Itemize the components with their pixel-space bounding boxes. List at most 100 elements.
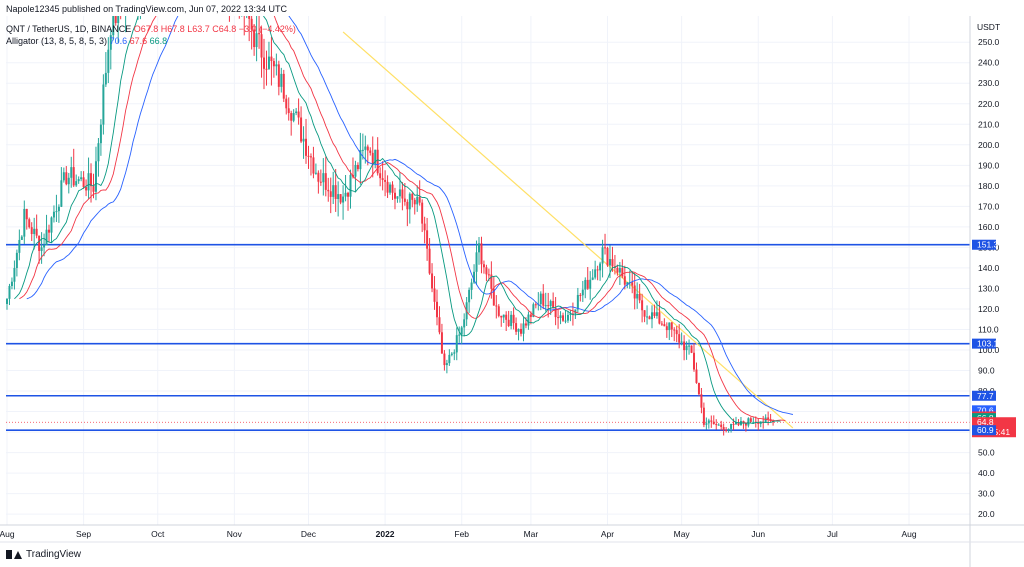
candle-body (87, 173, 90, 191)
candle-body (596, 269, 599, 271)
price-label-text: 103.1 (977, 339, 999, 349)
candle-body (359, 149, 362, 170)
candle-body (554, 307, 557, 318)
candle-body (109, 35, 112, 50)
candle-body (30, 227, 33, 235)
candle-body (379, 173, 382, 179)
indicator-legend[interactable]: Alligator (13, 8, 5, 8, 5, 3) 70.6 67.6 … (6, 36, 167, 46)
candle-body (443, 353, 446, 366)
candle-body (549, 301, 552, 307)
candle-body (685, 345, 688, 351)
candle-body (250, 18, 253, 30)
y-tick-label: 250.0 (978, 37, 1000, 47)
candle-body (735, 422, 738, 425)
candle-body (337, 194, 340, 200)
candle-body (272, 61, 275, 67)
candle-body (482, 264, 485, 268)
x-tick-label: Oct (151, 529, 165, 539)
candle-body (94, 161, 97, 192)
candle-body (285, 98, 288, 109)
y-tick-label: 110.0 (978, 324, 999, 334)
candle-body (591, 277, 594, 280)
candle-body (102, 84, 105, 125)
candle-body (295, 111, 298, 114)
candle-body (421, 202, 424, 224)
candle-body (650, 312, 653, 320)
candle-body (10, 281, 13, 286)
candle-body (297, 111, 300, 118)
candle-body (302, 138, 305, 142)
candle-body (730, 423, 733, 429)
candle-body (599, 263, 602, 271)
candle-body (658, 312, 661, 324)
candle-body (23, 208, 26, 237)
symbol-legend[interactable]: QNT / TetherUS, 1D, BINANCE O67.8 H67.8 … (6, 24, 296, 34)
y-tick-label: 50.0 (978, 448, 995, 458)
tradingview-logo[interactable]: TradingView (6, 549, 81, 560)
candle-body (594, 269, 597, 278)
candle-body (25, 208, 28, 220)
candle-body (416, 196, 419, 205)
candle-body (717, 424, 720, 426)
candle-body (263, 57, 266, 69)
candle-body (267, 56, 270, 69)
candle-body (643, 310, 646, 317)
candle-body (384, 179, 387, 182)
candle-body (705, 423, 708, 425)
candle-body (463, 319, 466, 328)
candle-body (584, 279, 587, 290)
y-tick-label: 30.0 (978, 489, 995, 499)
candle-body (52, 211, 55, 218)
candle-body (282, 73, 285, 99)
candle-body (522, 323, 525, 334)
candle-body (70, 167, 73, 178)
candle-body (408, 193, 411, 210)
y-tick-label: 220.0 (978, 99, 1000, 109)
candle-body (371, 152, 374, 165)
candle-body (260, 34, 263, 58)
candle-body (418, 196, 421, 203)
candle-body (35, 228, 38, 236)
alligator-jaw (26, 16, 794, 415)
candle-body (38, 235, 41, 251)
candle-body (428, 248, 431, 274)
candle-body (433, 288, 436, 302)
candle-body (648, 316, 651, 320)
candle-body (480, 243, 483, 265)
candle-body (611, 259, 614, 267)
candle-body (767, 417, 770, 420)
candle-body (114, 16, 117, 24)
alligator-teeth (19, 16, 786, 422)
candle-body (732, 423, 735, 425)
candle-body (275, 64, 278, 67)
y-tick-label: 190.0 (978, 160, 1000, 170)
candle-body (287, 108, 290, 114)
candle-body (277, 64, 280, 87)
candle-body (401, 189, 404, 199)
candle-body (505, 314, 508, 320)
candle-body (391, 184, 394, 193)
candle-body (75, 181, 78, 186)
candle-body (618, 268, 621, 273)
candle-body (544, 305, 547, 307)
candle-body (623, 276, 626, 285)
candle-body (707, 420, 710, 424)
candle-body (757, 422, 760, 425)
y-tick-label: 170.0 (978, 201, 1000, 211)
candle-body (576, 294, 579, 310)
candle-body (15, 252, 18, 269)
candle-body (542, 293, 545, 306)
candle-body (248, 16, 251, 19)
candle-body (50, 217, 53, 233)
candle-body (468, 289, 471, 303)
y-tick-label: 240.0 (978, 58, 1000, 68)
candle-body (638, 293, 641, 301)
x-tick-label: Jul (827, 529, 838, 539)
candle-body (393, 192, 396, 199)
teeth-value: 67.6 (129, 36, 148, 46)
candle-body (445, 363, 448, 366)
candle-body (636, 293, 639, 299)
candle-body (319, 181, 322, 183)
candle-body (317, 172, 320, 182)
